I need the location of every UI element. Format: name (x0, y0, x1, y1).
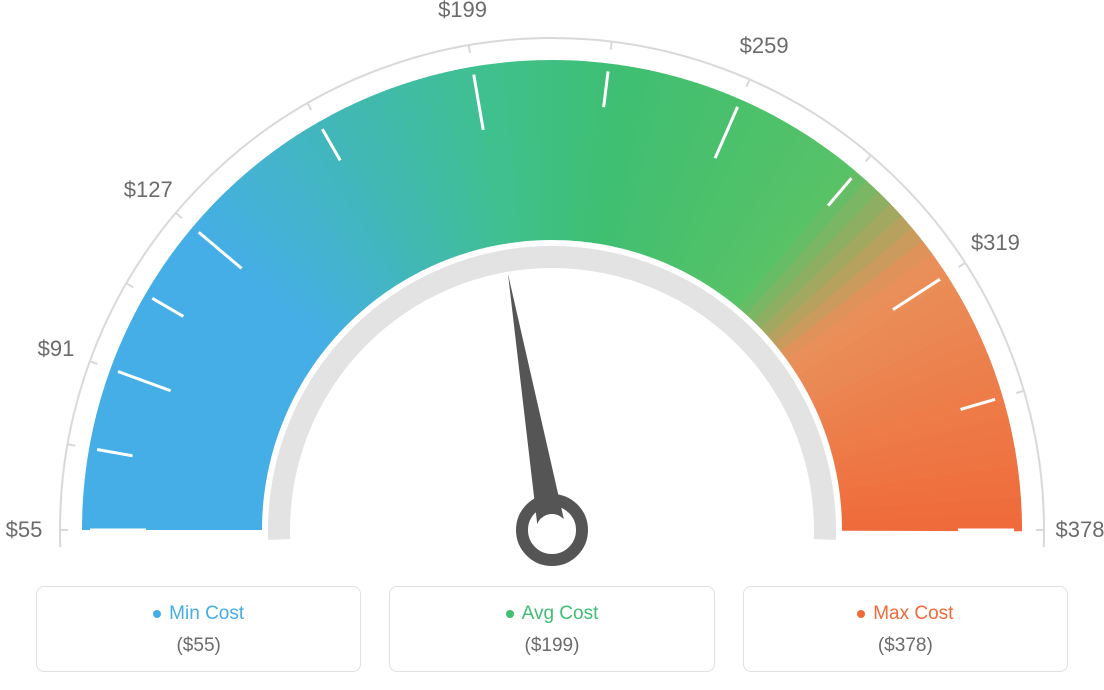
tick-label: $199 (438, 0, 487, 23)
legend-value-max: ($378) (744, 635, 1067, 657)
legend-label-max: Max Cost (873, 603, 953, 625)
tick-label: $378 (1056, 517, 1104, 543)
legend-dot-max (857, 610, 865, 618)
tick-label: $319 (971, 230, 1020, 256)
legend-title-avg: Avg Cost (506, 603, 599, 625)
gauge-needle (508, 274, 566, 533)
legend-dot-min (153, 610, 161, 618)
legend-card-avg: Avg Cost ($199) (389, 586, 714, 672)
gauge-arc (82, 60, 1022, 531)
legend-card-min: Min Cost ($55) (36, 586, 361, 672)
legend-card-max: Max Cost ($378) (743, 586, 1068, 672)
legend-dot-avg (506, 610, 514, 618)
tick-label: $259 (740, 33, 789, 59)
tick-label: $127 (124, 177, 173, 203)
legend-title-max: Max Cost (857, 603, 953, 625)
tick-label: $55 (6, 517, 43, 543)
legend-value-avg: ($199) (390, 635, 713, 657)
legend-row: Min Cost ($55) Avg Cost ($199) Max Cost … (36, 586, 1068, 672)
legend-value-min: ($55) (37, 635, 360, 657)
tick-label: $91 (38, 336, 75, 362)
gauge-svg (32, 20, 1072, 580)
legend-title-min: Min Cost (153, 603, 244, 625)
legend-label-avg: Avg Cost (522, 603, 599, 625)
legend-label-min: Min Cost (169, 603, 244, 625)
cost-gauge: $55$91$127$199$259$319$378 (32, 20, 1072, 580)
